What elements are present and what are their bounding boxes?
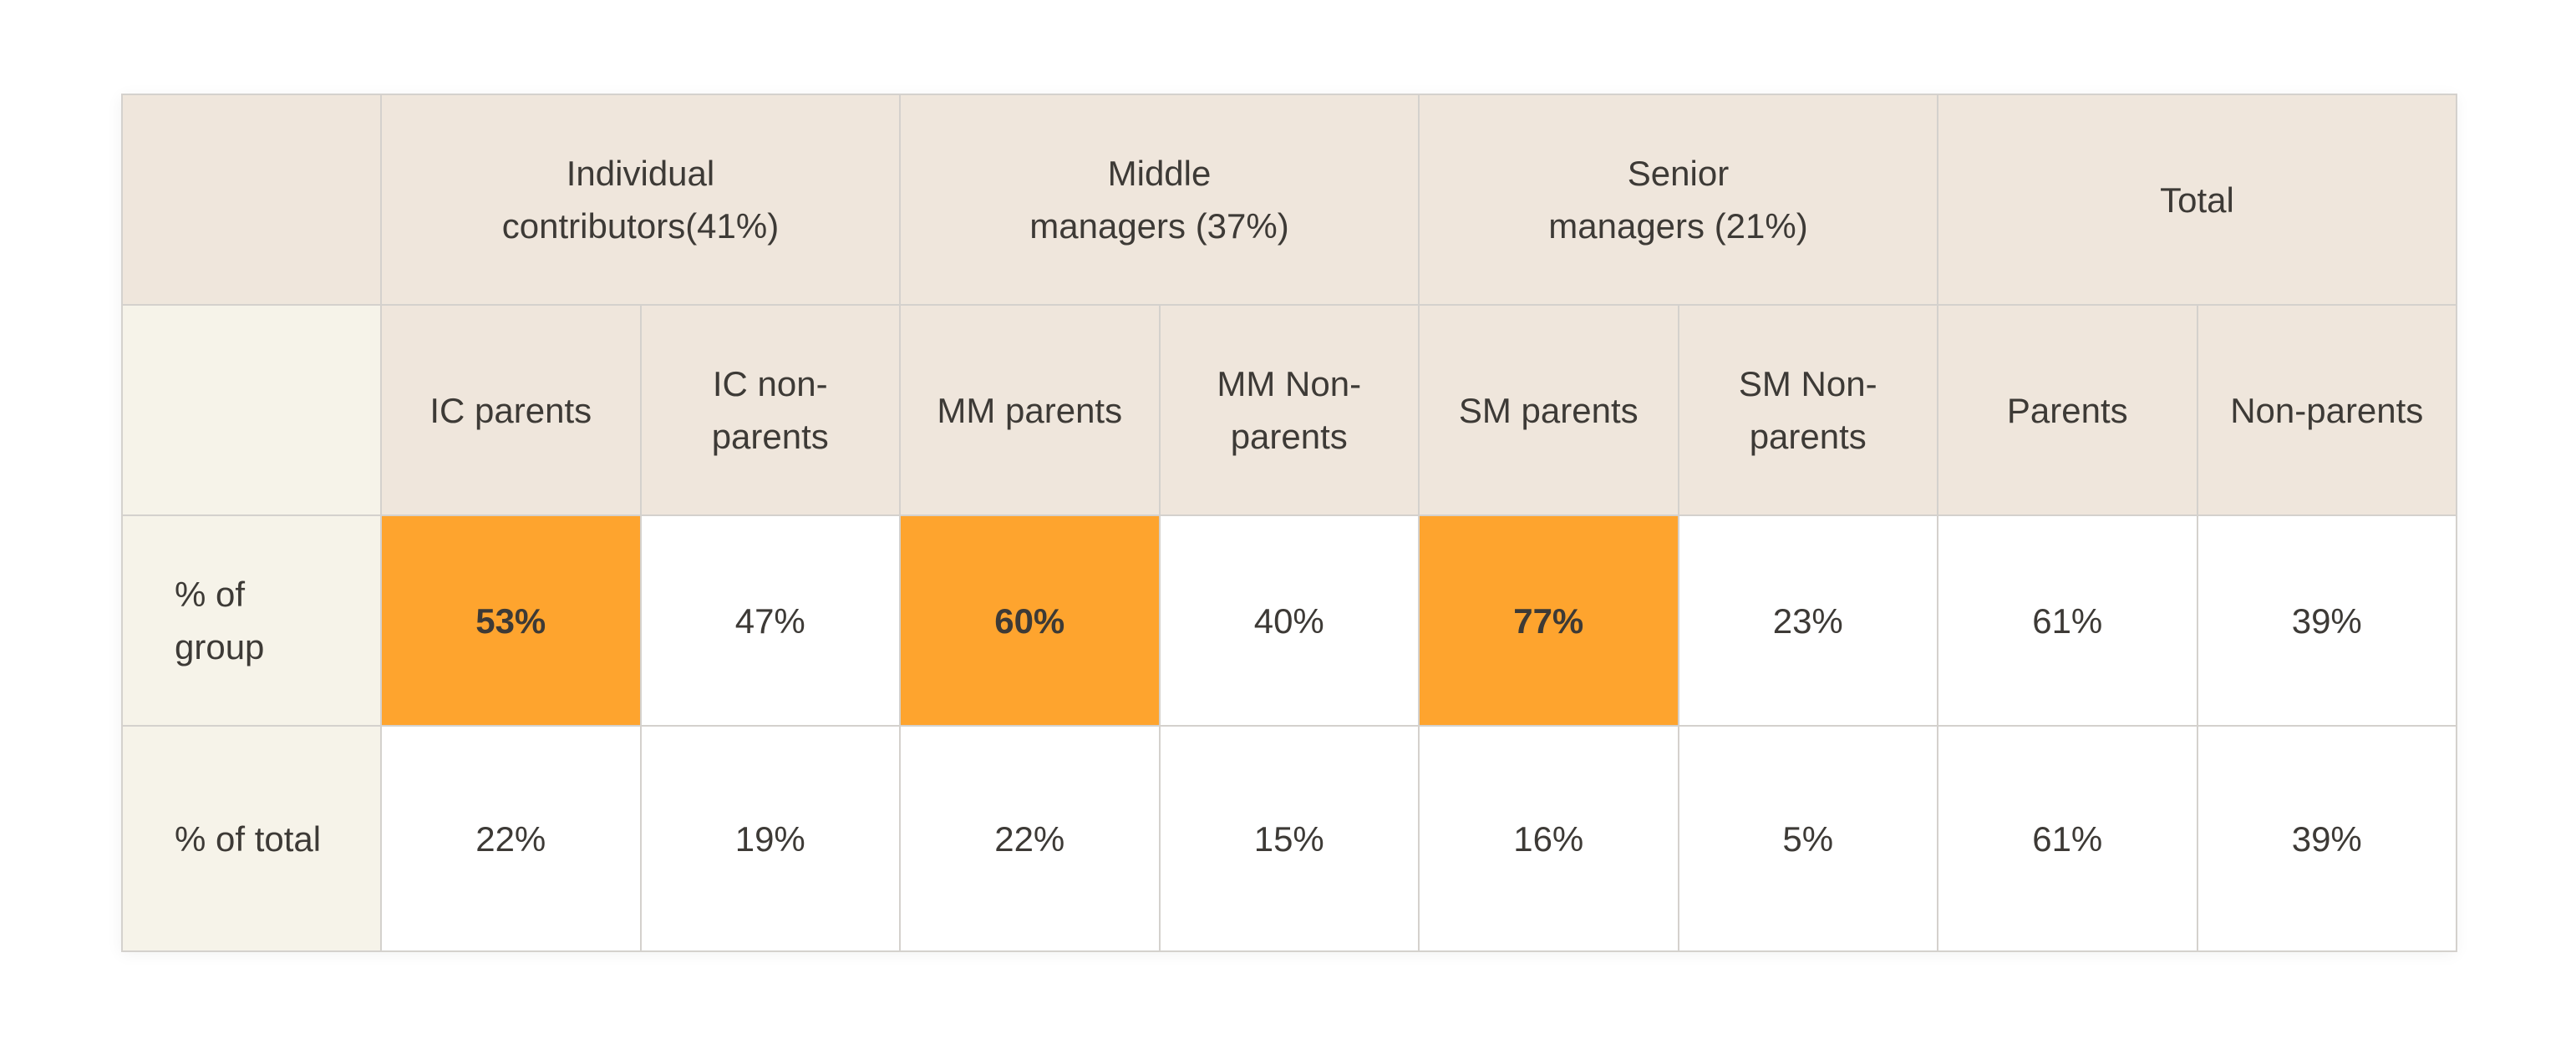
column-header: MM Non- parents	[1158, 304, 1420, 516]
row-header: % of total	[121, 725, 382, 952]
column-group-header: Senior managers (21%)	[1418, 94, 1938, 306]
table-cell: 53%	[380, 514, 642, 727]
column-group-header: Middle managers (37%)	[899, 94, 1420, 306]
table-cell: 61%	[1937, 725, 2198, 952]
table-cell: 23%	[1677, 514, 1938, 727]
table-cell: 77%	[1418, 514, 1679, 727]
column-header: Parents	[1937, 304, 2198, 516]
table-cell: 40%	[1158, 514, 1420, 727]
table-cell: 39%	[2196, 725, 2457, 952]
table-row: % of total 22% 19% 22% 15% 16% 5% 61% 39…	[121, 725, 2457, 952]
table-cell: 19%	[639, 725, 901, 952]
column-group-header: Individual contributors(41%)	[380, 94, 901, 306]
column-header: SM Non- parents	[1677, 304, 1938, 516]
table-row: % of group 53% 47% 60% 40% 77% 23% 61% 3…	[121, 514, 2457, 727]
table-cell: 22%	[899, 725, 1161, 952]
row-header: % of group	[121, 514, 382, 727]
column-header-row: IC parents IC non- parents MM parents MM…	[121, 304, 2457, 516]
table-cell: 61%	[1937, 514, 2198, 727]
table-cell: 47%	[639, 514, 901, 727]
corner-sub-cell	[121, 304, 382, 516]
table-cell: 22%	[380, 725, 642, 952]
column-header: SM parents	[1418, 304, 1679, 516]
column-header: IC parents	[380, 304, 642, 516]
corner-cell	[121, 94, 382, 306]
data-table-container: Individual contributors(41%) Middle mana…	[121, 94, 2457, 952]
column-header: Non-parents	[2196, 304, 2457, 516]
table-cell: 39%	[2196, 514, 2457, 727]
column-header: MM parents	[899, 304, 1161, 516]
table-cell: 5%	[1677, 725, 1938, 952]
table-cell: 60%	[899, 514, 1161, 727]
column-group-header: Total	[1937, 94, 2457, 306]
table-cell: 16%	[1418, 725, 1679, 952]
column-group-header-row: Individual contributors(41%) Middle mana…	[121, 94, 2457, 306]
data-table: Individual contributors(41%) Middle mana…	[121, 94, 2457, 952]
column-header: IC non- parents	[639, 304, 901, 516]
table-cell: 15%	[1158, 725, 1420, 952]
